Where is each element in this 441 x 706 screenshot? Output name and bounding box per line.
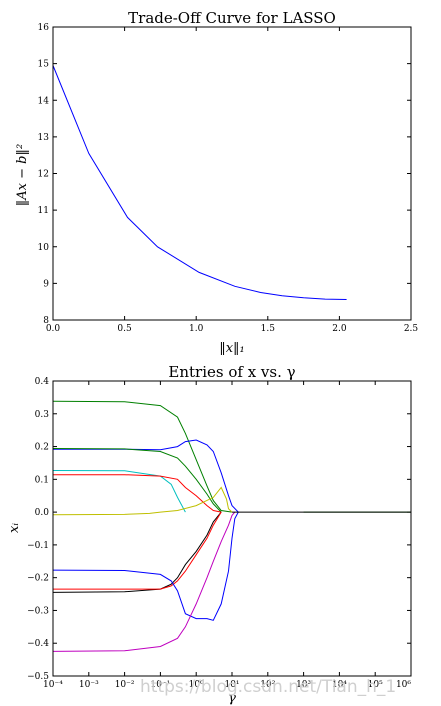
- chart1-xtick-label: 0.0: [46, 324, 61, 334]
- chart1-xlabel: ‖x‖₁: [219, 341, 245, 356]
- chart1-ytick-label: 11: [38, 206, 49, 216]
- chart1-ytick-label: 15: [38, 60, 50, 70]
- chart2-xtick-label: 10⁻¹: [150, 680, 170, 690]
- chart-entries: Entries of x vs. γ 0.4 0.3 0.2 0.1 0.0 −0.1 −0…: [7, 363, 412, 706]
- chart2-ytick-label: −0.1: [27, 541, 49, 551]
- chart1-xtick-label: 2.5: [404, 324, 419, 334]
- chart2-xtick-label: 10⁻²: [115, 680, 135, 690]
- chart1-xtick-label: 1.0: [189, 324, 204, 334]
- chart2-title: Entries of x vs. γ: [168, 363, 295, 381]
- chart2-series-line-3: [52, 470, 186, 513]
- chart2-ytick-label: −0.2: [27, 574, 49, 584]
- chart2-series-line-8: [52, 511, 239, 621]
- chart2-ytick-label: 0.4: [35, 377, 50, 387]
- chart1-ylabel: ‖Ax − b‖²: [15, 144, 30, 206]
- chart1-xtick-label: 1.5: [261, 324, 276, 334]
- chart2-series-line-0: [52, 400, 233, 513]
- chart1-xtick-label: 2.0: [332, 324, 347, 334]
- chart2-series-line-4: [53, 474, 222, 513]
- chart1-ytick-label: 10: [38, 243, 50, 253]
- chart2-xtick-label: 10⁰: [189, 680, 204, 690]
- chart1-ytick-label: 9: [43, 279, 49, 289]
- chart1-title: Trade-Off Curve for LASSO: [128, 9, 336, 27]
- chart2-series-line-1: [53, 439, 239, 513]
- chart2-xtick-label: 10⁻³: [79, 680, 99, 690]
- chart2-series-line-2: [52, 448, 222, 513]
- chart2-ylabel: xᵢ: [7, 523, 22, 533]
- chart1-frame: [52, 26, 412, 321]
- chart2-ytick-label: −0.3: [27, 606, 49, 616]
- chart2-xtick-label: 10⁶: [396, 680, 411, 690]
- chart2-series-line-6: [52, 511, 222, 593]
- chart2-xtick-label: 10⁴: [332, 680, 347, 690]
- chart2-ytick-label: −0.5: [27, 672, 49, 682]
- chart2-frame: [52, 380, 412, 677]
- chart1-xtick-label: 0.5: [117, 324, 132, 334]
- chart2-ytick-label: 0.3: [35, 410, 50, 420]
- chart1-ytick-label: 8: [43, 316, 49, 326]
- chart2-xtick-label: 10⁻⁴: [43, 680, 63, 690]
- chart1-ytick-label: 13: [38, 133, 50, 143]
- chart2-ytick-label: −0.4: [27, 639, 49, 649]
- chart1-series-line-0: [52, 65, 347, 300]
- chart2-series-line-7: [53, 511, 222, 590]
- chart1-ytick-label: 16: [38, 23, 50, 33]
- chart2-ytick-label: 0.0: [35, 508, 50, 518]
- chart2-xtick-label: 10²: [260, 680, 275, 690]
- chart-tradeoff: Trade-Off Curve for LASSO 8 9 10 11 12 13 14 15…: [15, 9, 418, 356]
- watermark-text: https://blog.csdn.net/Tian_h_1: [140, 677, 396, 697]
- chart2-ytick-label: 0.2: [35, 443, 49, 453]
- chart2-xtick-label: 10⁵: [368, 680, 383, 690]
- chart2-xtick-label: 10³: [296, 680, 311, 690]
- chart2-xtick-label: 10¹: [224, 680, 239, 690]
- chart2-series-line-9: [52, 511, 236, 652]
- chart2-xlabel: γ: [228, 691, 236, 706]
- chart1-ytick-label: 12: [38, 170, 49, 180]
- chart1-ytick-label: 14: [38, 96, 50, 106]
- chart2-series-line-5: [52, 486, 233, 516]
- chart2-ytick-label: 0.1: [35, 475, 49, 485]
